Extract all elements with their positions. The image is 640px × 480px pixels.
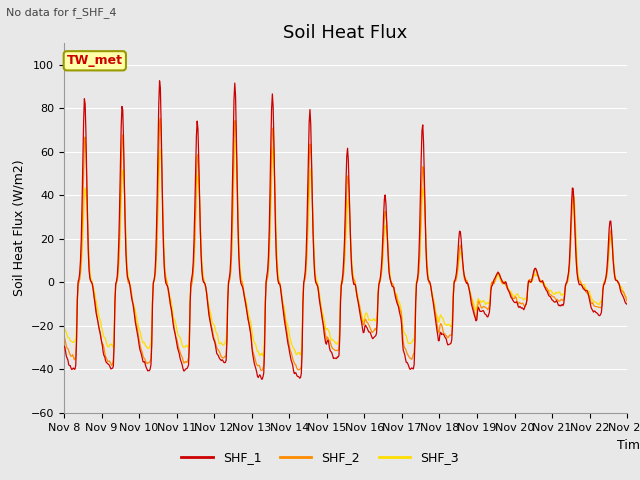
Text: TW_met: TW_met	[67, 54, 123, 67]
SHF_2	[216, 350, 224, 356]
SHF_2	[70, 357, 78, 362]
Line: SHF_2: SHF_2	[64, 118, 627, 371]
SHF_2	[128, 296, 136, 302]
SHF_3	[215, 341, 223, 347]
SHF_2	[432, 314, 440, 320]
SHF_1	[259, 376, 266, 382]
SHF_2	[60, 333, 68, 338]
SHF_1	[128, 298, 136, 303]
SHF_3	[416, 259, 424, 264]
Text: No data for f_SHF_4: No data for f_SHF_4	[6, 7, 117, 18]
SHF_2	[157, 115, 164, 121]
Title: Soil Heat Flux: Soil Heat Flux	[284, 24, 408, 42]
SHF_1	[623, 302, 631, 308]
SHF_3	[60, 326, 68, 332]
SHF_1	[432, 322, 440, 328]
Line: SHF_1: SHF_1	[64, 81, 627, 379]
SHF_1	[216, 356, 224, 362]
SHF_2	[416, 252, 424, 258]
SHF_3	[432, 311, 440, 316]
SHF_2	[257, 368, 265, 373]
SHF_3	[232, 137, 239, 143]
SHF_1	[60, 343, 68, 349]
X-axis label: Time: Time	[618, 439, 640, 452]
Legend: SHF_1, SHF_2, SHF_3: SHF_1, SHF_2, SHF_3	[177, 446, 463, 469]
SHF_3	[623, 294, 631, 300]
SHF_3	[186, 327, 193, 333]
SHF_2	[186, 301, 194, 307]
SHF_3	[70, 339, 78, 345]
SHF_2	[623, 299, 631, 304]
SHF_1	[186, 300, 194, 306]
Line: SHF_3: SHF_3	[64, 140, 627, 356]
SHF_1	[70, 366, 78, 372]
SHF_3	[259, 353, 267, 359]
SHF_3	[128, 296, 136, 301]
Y-axis label: Soil Heat Flux (W/m2): Soil Heat Flux (W/m2)	[12, 160, 25, 296]
SHF_1	[156, 78, 163, 84]
SHF_1	[416, 228, 424, 234]
